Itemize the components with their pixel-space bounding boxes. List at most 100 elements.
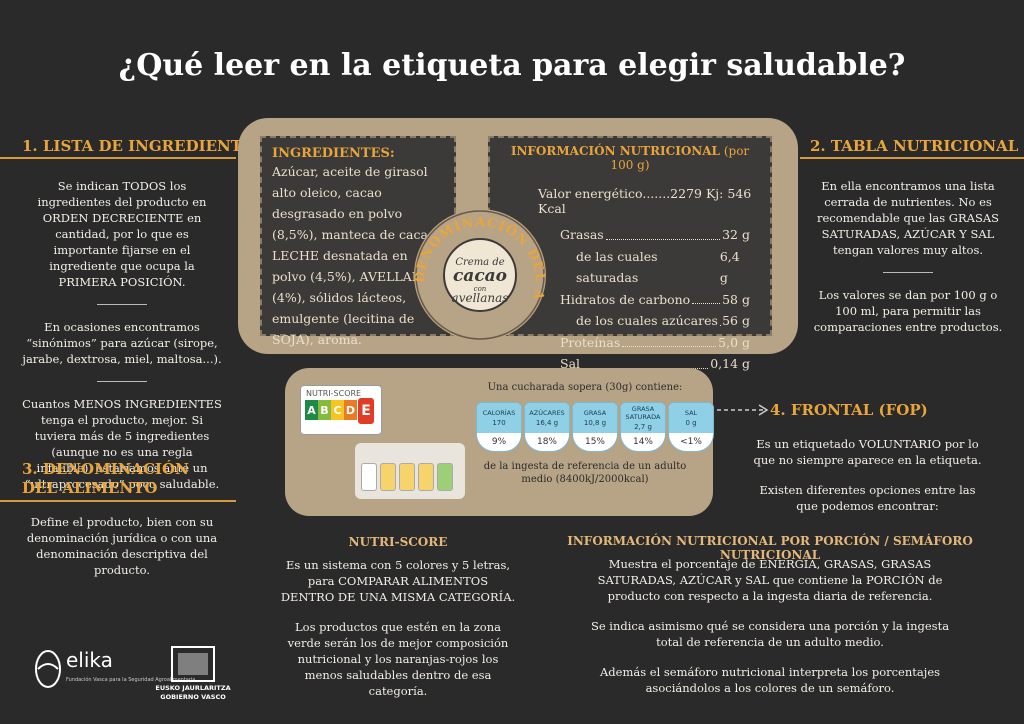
paragraph: Existen diferentes opciones entre las qu… bbox=[759, 483, 976, 513]
nutrient-name: Hidratos de carbono bbox=[560, 291, 691, 307]
paragraph: En ocasiones encontramos “sinónimos” par… bbox=[22, 320, 222, 366]
nutrient-value: 5,0 g bbox=[718, 334, 750, 350]
mini-box bbox=[361, 463, 377, 491]
nutrition-row: de las cuales saturadas 6,4 g bbox=[560, 246, 750, 289]
paragraph: Es un etiquetado VOLUNTARIO por lo que n… bbox=[753, 437, 982, 467]
panel-heading: INFORMACIÓN NUTRICIONAL (por 100 g) bbox=[502, 144, 758, 172]
gda-pct: 9% bbox=[491, 437, 507, 447]
section-heading: 3. DENOMINACIÓN DEL ALIMENTO bbox=[22, 460, 189, 497]
seal-line: Crema de bbox=[455, 257, 504, 268]
nutrient-name: de las cuales saturadas bbox=[576, 248, 658, 286]
nutrition-unit: (por 100 g) bbox=[610, 144, 750, 172]
gda-box: GRASA SATURADA 2,7 g 14% bbox=[620, 402, 666, 452]
nutrient-name: de los cuales azúcares bbox=[576, 313, 718, 328]
heading-rule bbox=[0, 500, 236, 502]
gda-row: CALORÍAS 170 9% AZÚCARES 16,4 g 18% GRASA 10,8 … bbox=[476, 402, 714, 452]
fop-footnote: de la ingesta de referencia de un adulto… bbox=[483, 461, 687, 485]
nutrition-row: de los cuales azúcares 56 g bbox=[560, 310, 750, 332]
nutrient-name: Sal bbox=[560, 356, 581, 371]
text-block: Se indican TODOS los ingredientes del pr… bbox=[22, 178, 222, 506]
text-block: Es un etiquetado VOLUNTARIO por lo que n… bbox=[750, 436, 985, 528]
section-heading: 2. TABLA NUTRICIONAL bbox=[810, 137, 1019, 155]
gda-box: SAL 0 g <1% bbox=[668, 402, 714, 452]
gda-amount: 16,4 g bbox=[535, 419, 559, 427]
gda-name: GRASA bbox=[583, 409, 607, 417]
page-title: ¿Qué leer en la etiqueta para elegir sal… bbox=[118, 48, 906, 83]
seal: DENOMINACIÓN DEL ALIMENTO Crema decacaoc… bbox=[410, 205, 546, 341]
mini-label-image bbox=[355, 443, 465, 499]
portion-text: Una cucharada sopera (30g) contiene: bbox=[487, 382, 683, 393]
text-block: En ella encontramos una lista cerrada de… bbox=[812, 178, 1004, 349]
gov-name-1: EUSKO JAURLARITZA bbox=[155, 684, 230, 692]
elika-sub: Fundación Vasca para la Seguridad Agroal… bbox=[66, 676, 195, 683]
ingredients-text: Azúcar, aceite de girasol alto oleico, c… bbox=[272, 164, 441, 347]
gda-amount: 10,8 g bbox=[583, 419, 607, 427]
gda-amount: 2,7 g bbox=[634, 423, 652, 431]
gda-top: AZÚCARES 16,4 g bbox=[525, 403, 569, 433]
gda-amount: 170 bbox=[492, 419, 506, 427]
gda-name: AZÚCARES bbox=[529, 409, 565, 417]
paragraph: Se indica asimismo qué se considera una … bbox=[590, 619, 950, 649]
energy-row: Valor energético.......2279 Kj: 546 Kcal bbox=[538, 186, 752, 216]
nutrition-heading: INFORMACIÓN NUTRICIONAL bbox=[510, 144, 720, 158]
gda-top: SAL 0 g bbox=[669, 403, 713, 433]
dots bbox=[582, 353, 709, 369]
gda-box: CALORÍAS 170 9% bbox=[476, 402, 522, 452]
nutrition-panel: INFORMACIÓN NUTRICIONAL (por 100 g) Valo… bbox=[488, 136, 772, 371]
nutrition-row: Hidratos de carbono 58 g bbox=[560, 289, 750, 311]
dots bbox=[622, 332, 717, 347]
nutrient-value: 58 g bbox=[722, 291, 750, 307]
gov-logo: EUSKO JAURLARITZA GOBIERNO VASCO bbox=[155, 646, 231, 701]
paragraph: Se indican TODOS los ingredientes del pr… bbox=[37, 179, 207, 289]
gda-top: GRASA 10,8 g bbox=[573, 403, 617, 433]
nutriscore-letter: A bbox=[305, 400, 318, 420]
nutrient-name: Grasas bbox=[560, 227, 604, 242]
nutriscore-letter: C bbox=[331, 400, 344, 420]
seal-line: con bbox=[474, 285, 487, 293]
nutrient-value: 56 g bbox=[722, 313, 750, 328]
gda-pct: 14% bbox=[632, 437, 653, 447]
gda-top: GRASA SATURADA 2,7 g bbox=[621, 403, 665, 433]
text-block: Es un sistema con 5 colores y 5 letras, … bbox=[280, 557, 516, 713]
dots bbox=[692, 289, 721, 304]
nutrient-value: 32 g bbox=[722, 227, 750, 242]
arrow bbox=[717, 404, 769, 416]
nutriscore-label: NUTRI-SCORE bbox=[306, 389, 362, 398]
nutrient-value: 6,4 g bbox=[719, 248, 740, 286]
seal-line: avellanas bbox=[452, 291, 509, 305]
text-block: Muestra el porcentaje de ENERGÍA, GRASAS… bbox=[580, 556, 960, 710]
dots bbox=[605, 224, 721, 240]
gda-box: AZÚCARES 16,4 g 18% bbox=[524, 402, 570, 452]
gda-box: GRASA 10,8 g 15% bbox=[572, 402, 618, 452]
elika-logo: elika Fundación Vasca para la Seguridad … bbox=[35, 648, 195, 688]
mini-box bbox=[418, 463, 434, 491]
paragraph: Los productos que estén en la zona verde… bbox=[287, 620, 509, 698]
nutriscore-letter: E bbox=[357, 397, 375, 425]
mini-box bbox=[380, 463, 396, 491]
seal-line: cacao bbox=[453, 266, 507, 286]
mini-box bbox=[399, 463, 415, 491]
gda-pct: 18% bbox=[536, 437, 557, 447]
nutrient-value: 0,14 g bbox=[710, 356, 750, 371]
section-heading: 4. FRONTAL (FOP) bbox=[770, 401, 928, 419]
paragraph: Muestra el porcentaje de ENERGÍA, GRASAS… bbox=[597, 557, 943, 603]
separator bbox=[883, 272, 933, 273]
gda-amount: 0 g bbox=[685, 419, 697, 427]
nutrition-rows: Grasas 32 g de las cuales saturadas 6,4 g Hi… bbox=[560, 224, 750, 375]
paragraph: Es un sistema con 5 colores y 5 letras, … bbox=[280, 558, 516, 604]
section-heading: INFORMACIÓN NUTRICIONAL POR PORCIÓN / SE… bbox=[567, 534, 973, 562]
panel-heading: INGREDIENTES: bbox=[272, 146, 395, 161]
heading-rule bbox=[800, 157, 1024, 159]
separator bbox=[97, 304, 147, 305]
separator bbox=[97, 381, 147, 382]
gda-name: CALORÍAS bbox=[482, 409, 516, 417]
nutrient-name: Proteínas bbox=[560, 334, 621, 350]
paragraph: Los valores se dan por 100 g o 100 ml, p… bbox=[813, 288, 1003, 334]
gda-pct: <1% bbox=[680, 437, 702, 447]
heading-rule bbox=[0, 157, 236, 159]
text-block: Define el producto, bien con su denomina… bbox=[22, 514, 222, 592]
